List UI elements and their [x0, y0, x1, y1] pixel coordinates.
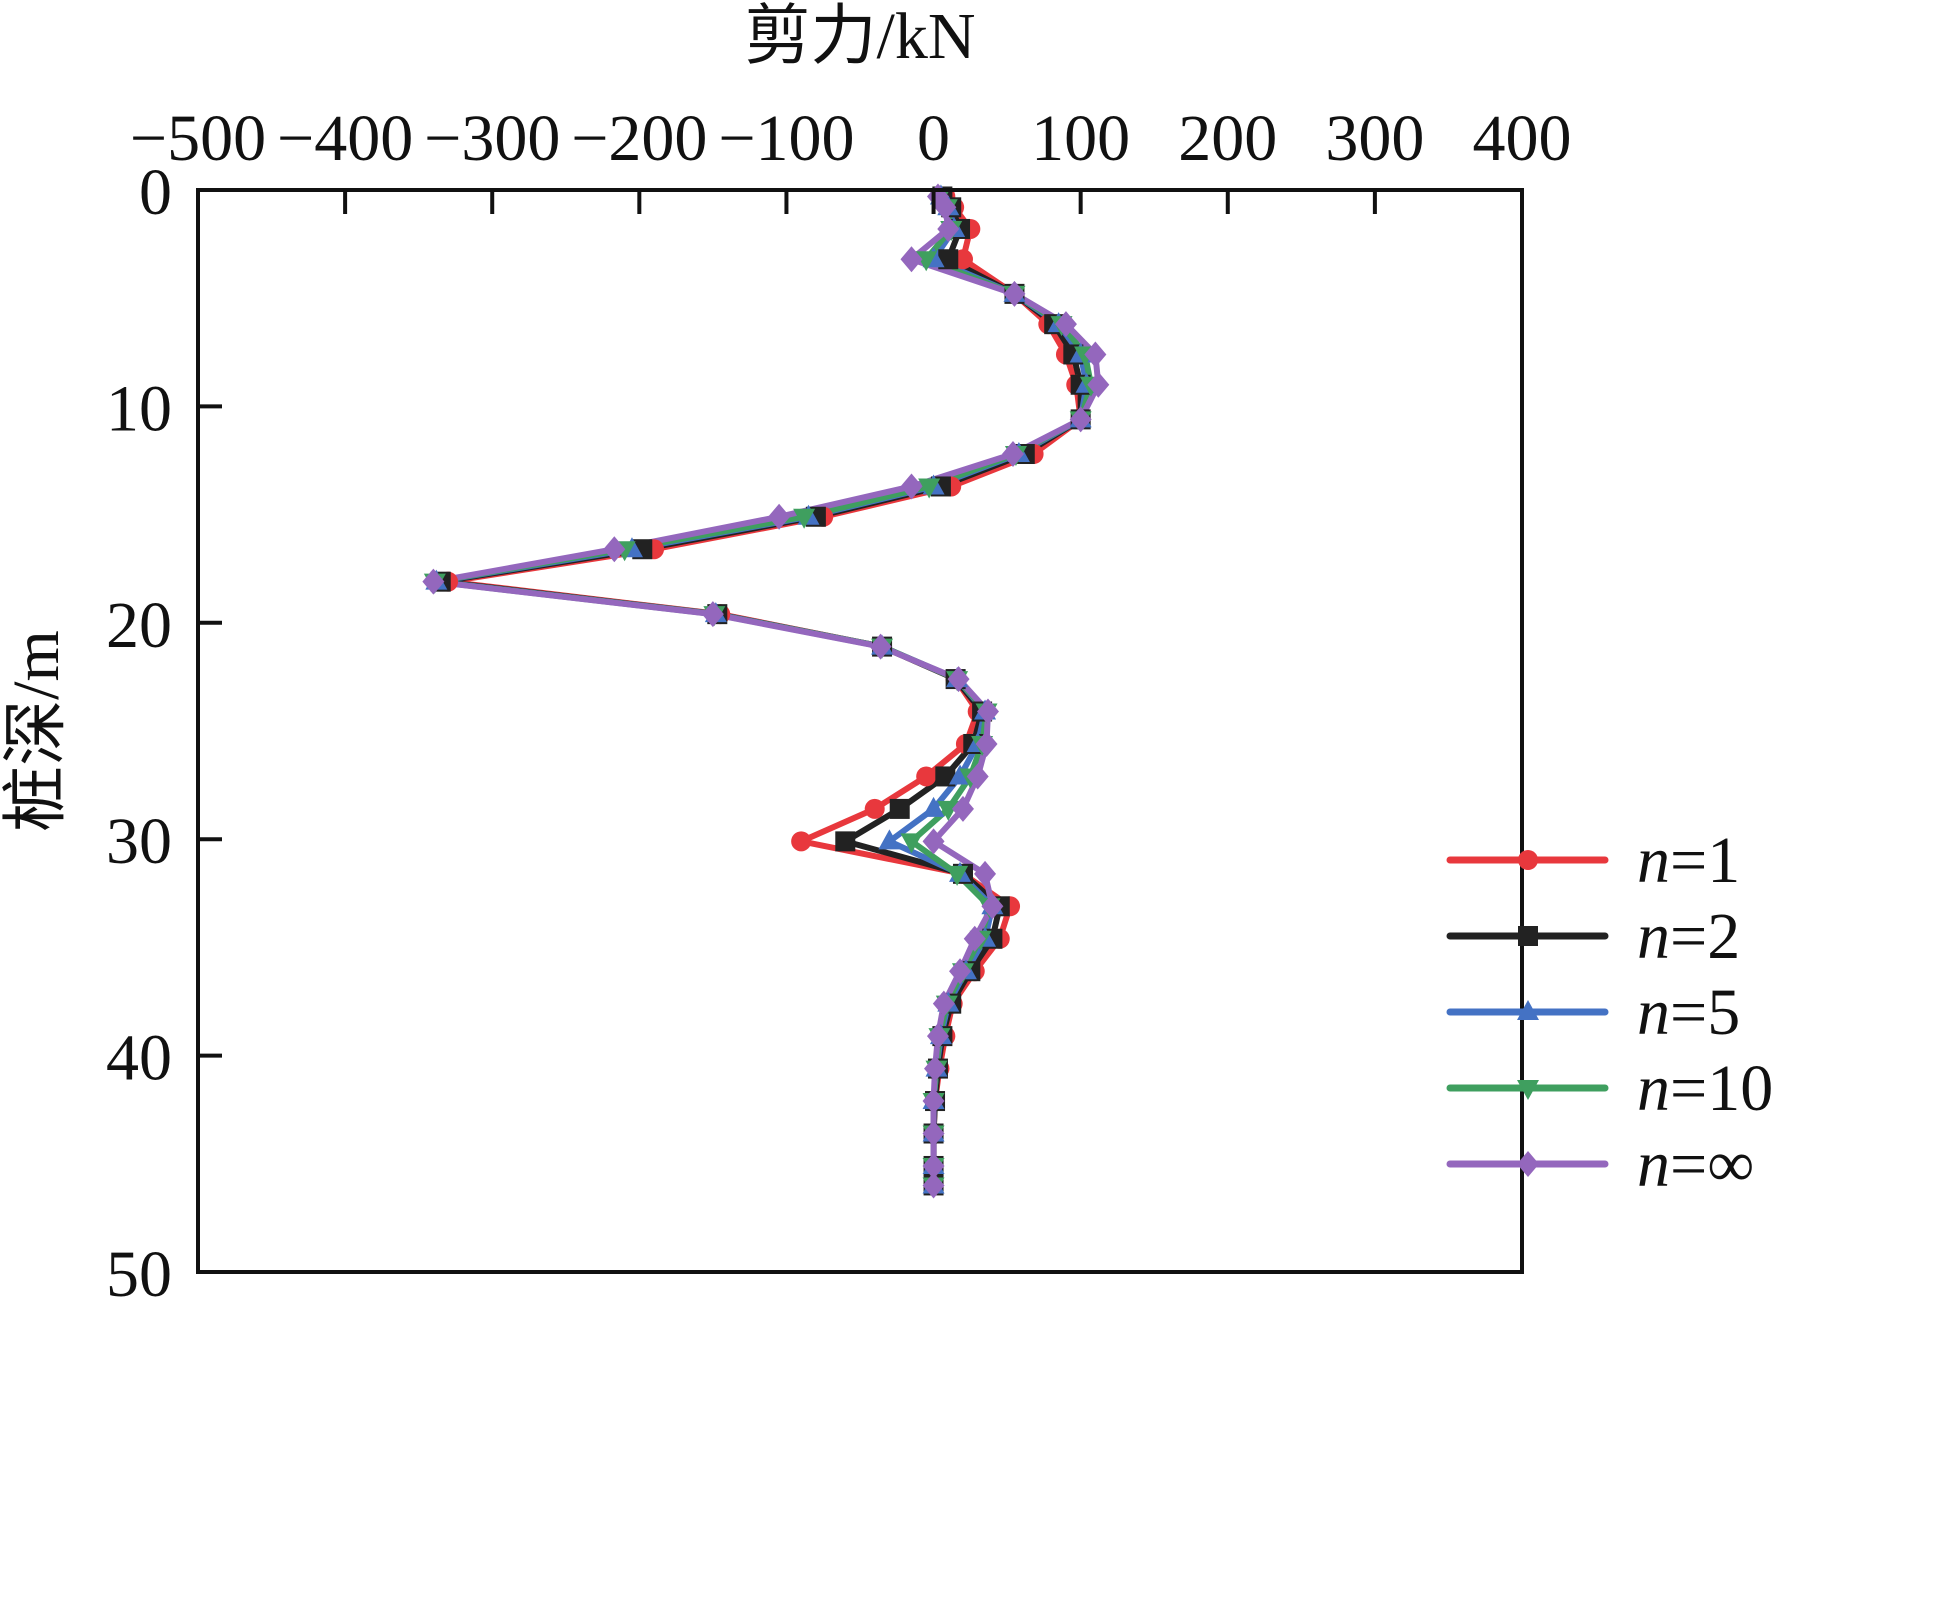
y-tick-label: 0 [139, 156, 172, 229]
data-point [937, 215, 960, 242]
x-tick-label: 0 [917, 102, 950, 175]
data-point [932, 990, 955, 1017]
data-point [900, 246, 923, 273]
legend-label-4: n=10 [1637, 1052, 1773, 1125]
data-point [603, 536, 626, 563]
legend-label-2: n=2 [1637, 900, 1740, 973]
data-point [938, 249, 959, 270]
data-point [835, 831, 856, 852]
axis-ticks: −500 −400 −300 −200 −100 0 100 200 300 400 0 10 20 30… [106, 102, 1572, 1311]
y-axis-title: 桩深/m [0, 630, 73, 832]
plot-frame [196, 188, 1524, 1274]
data-point [922, 796, 945, 817]
data-point [946, 865, 969, 886]
legend-label-1: n=1 [1637, 824, 1740, 897]
y-tick-label: 30 [106, 805, 172, 878]
x-tick-label: −100 [718, 102, 854, 175]
data-point [916, 766, 937, 787]
data-point [900, 473, 923, 500]
data-point [975, 730, 998, 757]
data-point [701, 601, 724, 628]
legend: n=1n=2n=5n=10n=∞ [1446, 824, 1773, 1201]
data-point [864, 798, 885, 819]
x-tick-label: 400 [1473, 102, 1572, 175]
data-point [1084, 341, 1107, 368]
data-point [935, 766, 956, 787]
x-tick-label: 300 [1325, 102, 1424, 175]
data-point [966, 763, 989, 790]
data-point [422, 568, 445, 595]
legend-marker-3 [1517, 1000, 1539, 1020]
data-point [934, 194, 957, 221]
data-point [976, 698, 999, 725]
y-tick-label: 40 [106, 1022, 172, 1095]
data-point [937, 800, 960, 821]
x-tick-label: 100 [1031, 102, 1130, 175]
data-point [963, 925, 986, 952]
data-point [922, 1120, 945, 1147]
data-point [1003, 280, 1026, 307]
data-point [947, 666, 970, 693]
data-point [918, 478, 941, 499]
data-point [922, 1172, 945, 1199]
legend-label-5: n=∞ [1637, 1128, 1754, 1201]
data-point [768, 503, 791, 530]
x-tick-label: −400 [277, 102, 413, 175]
data-point [922, 1152, 945, 1179]
x-tick-label: −500 [130, 102, 266, 175]
y-tick-label: 10 [106, 372, 172, 445]
data-point [949, 958, 972, 985]
x-tick-label: −200 [571, 102, 707, 175]
series-markers-5 [422, 183, 1110, 1199]
y-tick-label: 50 [106, 1238, 172, 1311]
data-point [793, 508, 816, 529]
data-point [878, 829, 901, 850]
data-point [1054, 311, 1077, 338]
data-point [1001, 441, 1024, 468]
data-point [869, 633, 892, 660]
x-tick-label: 200 [1178, 102, 1277, 175]
data-point [791, 831, 812, 852]
legend-marker-1 [1518, 850, 1538, 870]
data-point [915, 251, 938, 272]
data-point [1069, 406, 1092, 433]
data-point [981, 893, 1004, 920]
data-point [926, 1023, 949, 1050]
x-axis-title: 剪力/kN [745, 0, 976, 73]
data-point [900, 833, 923, 854]
y-tick-label: 20 [106, 589, 172, 662]
x-tick-label: −300 [424, 102, 560, 175]
data-point [922, 1088, 945, 1115]
data-point [924, 1055, 947, 1082]
data-point [889, 798, 910, 819]
legend-label-3: n=5 [1637, 976, 1740, 1049]
legend-marker-5 [1517, 1151, 1539, 1177]
legend-marker-2 [1518, 926, 1538, 946]
data-point [922, 828, 945, 855]
legend-marker-4 [1517, 1080, 1539, 1100]
data-point [951, 795, 974, 822]
data-point [974, 860, 997, 887]
data-point [1087, 371, 1110, 398]
